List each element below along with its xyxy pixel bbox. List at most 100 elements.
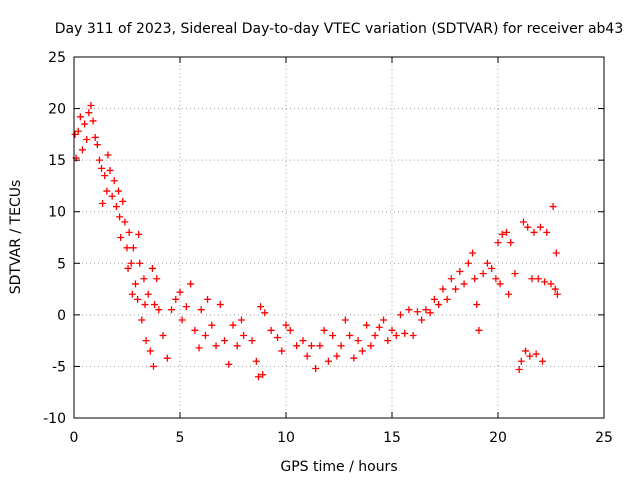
data-point	[151, 301, 159, 309]
data-point	[469, 249, 477, 257]
data-point	[261, 309, 269, 317]
grid-lines	[74, 57, 604, 418]
data-point	[197, 306, 205, 314]
data-point	[140, 275, 148, 283]
data-point	[259, 371, 267, 379]
data-point	[452, 285, 460, 293]
data-point	[187, 280, 195, 288]
data-point	[354, 337, 362, 345]
data-point	[119, 197, 127, 205]
data-point	[375, 323, 383, 331]
data-point	[515, 366, 523, 374]
data-point	[229, 321, 237, 329]
data-point	[112, 203, 120, 211]
data-point	[392, 331, 400, 339]
data-point	[303, 352, 311, 360]
data-point	[293, 342, 301, 350]
data-point	[252, 357, 260, 365]
data-point	[204, 295, 212, 303]
axis-ticks: 0 5 10 15 20 25 -10 -5 0 5 10 15 20 25	[43, 50, 613, 446]
data-point	[212, 342, 220, 350]
data-point	[108, 192, 116, 200]
data-point	[346, 331, 354, 339]
data-point	[216, 301, 224, 309]
data-point	[221, 337, 229, 345]
data-point	[274, 334, 282, 342]
data-point	[492, 275, 500, 283]
data-point	[106, 166, 114, 174]
data-point	[519, 218, 527, 226]
data-point	[144, 290, 152, 298]
data-point	[299, 337, 307, 345]
data-point	[116, 213, 124, 221]
data-point	[148, 264, 156, 272]
y-tick-label: -10	[43, 411, 66, 427]
data-point	[103, 187, 111, 195]
data-point	[87, 101, 95, 109]
data-point	[201, 331, 209, 339]
data-point	[172, 295, 180, 303]
data-point	[488, 264, 496, 272]
data-point	[123, 244, 131, 252]
data-point	[225, 360, 233, 368]
data-point	[358, 347, 366, 355]
data-point	[475, 326, 483, 334]
data-point	[233, 342, 241, 350]
data-point	[71, 130, 79, 138]
data-point	[530, 228, 538, 236]
data-point	[99, 199, 107, 207]
data-point	[93, 141, 101, 149]
data-point	[363, 321, 371, 329]
data-point	[456, 268, 464, 276]
data-point	[135, 230, 143, 238]
data-point	[254, 373, 262, 381]
y-tick-label: 10	[48, 205, 66, 221]
data-point	[91, 133, 99, 141]
y-tick-label: 25	[48, 50, 66, 66]
data-point	[333, 352, 341, 360]
data-point	[178, 316, 186, 324]
data-point	[439, 285, 447, 293]
data-point	[426, 309, 434, 317]
data-point	[74, 127, 82, 135]
data-point	[282, 321, 290, 329]
data-point	[121, 218, 129, 226]
data-point	[552, 249, 560, 257]
data-point	[195, 344, 203, 352]
data-point	[312, 364, 320, 372]
data-point	[159, 331, 167, 339]
data-point	[460, 280, 468, 288]
data-point	[110, 177, 118, 185]
data-point	[124, 264, 132, 272]
chart-title: Day 311 of 2023, Sidereal Day-to-day VTE…	[55, 21, 624, 37]
data-point	[413, 308, 421, 316]
data-point	[329, 331, 337, 339]
data-point	[153, 275, 161, 283]
data-point	[536, 223, 544, 231]
x-tick-label: 5	[176, 430, 185, 446]
y-axis-label: SDTVAR / TECUs	[8, 180, 24, 295]
data-point	[76, 113, 84, 121]
data-point	[522, 347, 530, 355]
data-point	[237, 316, 245, 324]
data-point	[549, 203, 557, 211]
data-point	[85, 109, 93, 117]
x-tick-label: 25	[595, 430, 613, 446]
data-point	[125, 228, 133, 236]
data-point	[388, 326, 396, 334]
data-point	[240, 331, 248, 339]
data-point	[83, 136, 91, 144]
data-point	[98, 164, 106, 172]
data-point	[430, 295, 438, 303]
data-point	[528, 275, 536, 283]
data-point	[104, 151, 112, 159]
data-point	[511, 270, 519, 278]
data-point	[150, 362, 157, 370]
data-point	[208, 321, 216, 329]
data-point	[286, 326, 294, 334]
data-point	[134, 295, 142, 303]
data-point	[471, 275, 479, 283]
data-point	[502, 228, 510, 236]
data-point	[539, 357, 547, 365]
